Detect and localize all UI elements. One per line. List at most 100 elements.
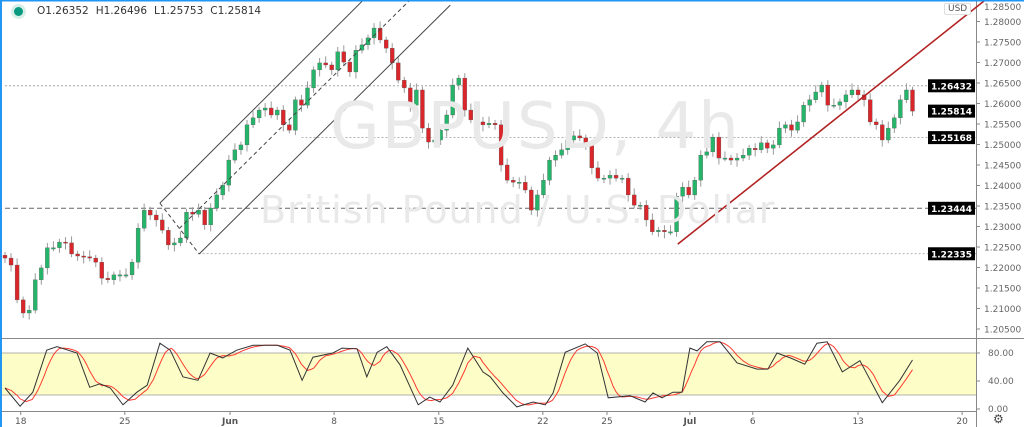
candle-up [722,157,728,160]
candle-down [329,64,334,71]
candle-down [2,255,8,259]
price-label: 1.23444 [931,205,972,215]
accent-left-border [0,0,2,427]
candle-down [868,99,873,123]
candle-down [632,194,637,206]
candle-up [843,94,849,103]
candle-up [172,242,177,246]
candle-up [184,211,189,239]
candle-down [462,77,467,111]
candle-down [595,167,601,179]
ohlc-legend: O1.26352 H1.26496 L1.25753 C1.25814 [14,5,268,17]
candle-up [571,135,576,141]
price-tick-label: 1.25000 [984,141,1021,151]
price-tick-label: 1.27000 [984,59,1021,69]
price-tick-label: 1.26000 [984,100,1021,110]
candle-down [662,230,667,232]
candle-up [371,27,377,39]
candle-up [39,267,44,280]
candle-up [365,37,371,46]
candle-down [498,124,504,166]
candle-down [874,121,879,125]
candle-up [244,124,250,146]
candle-up [27,309,32,314]
candle-up [783,124,788,129]
oscillator-tick-label: 40.00 [988,377,1014,387]
candle-down [69,242,74,255]
candle-up [311,69,316,89]
candle-up [359,44,365,51]
gear-icon[interactable]: ⚙ [993,412,1004,426]
candle-up [256,109,262,118]
candle-down [323,62,328,66]
candle-up [601,177,607,180]
uptrend-line [677,0,986,245]
candle-up [275,109,280,116]
time-tick-label: 6 [750,417,756,427]
candle-down [148,209,153,216]
candle-up [33,279,38,311]
time-tick-label: 8 [331,417,337,427]
candle-down [20,299,26,314]
price-label: 1.22335 [931,250,972,260]
candle-down [99,262,104,279]
price-tick-label: 1.23500 [984,203,1021,213]
candle-up [414,89,419,106]
candle-down [383,39,389,49]
candle-up [178,237,183,244]
candle-down [504,164,510,181]
candle-up [214,194,219,209]
price-label: 1.25814 [931,108,972,118]
price-tick-label: 1.27500 [984,39,1021,49]
candle-down [190,211,195,215]
candle-up [710,136,715,153]
candle-down [644,205,649,221]
candle-up [607,175,613,179]
candle-up [317,62,322,71]
time-tick-label: 13 [852,417,863,427]
candle-down [480,121,486,125]
candle-down [93,257,98,263]
candle-down [420,89,425,129]
candle-down [377,27,383,41]
candle-up [674,196,679,232]
candle-down [474,119,480,123]
candle-down [426,127,431,143]
currency-label[interactable]: USD [944,3,972,15]
candle-down [14,264,20,301]
price-tick-label: 1.25500 [984,121,1021,131]
channel-middle-line [178,0,411,229]
price-tick-label: 1.22000 [984,264,1021,274]
candle-up [692,180,697,196]
candle-up [335,51,340,71]
price-tick-label: 1.24500 [984,162,1021,172]
stochastic-band [0,353,976,395]
candle-down [583,137,588,146]
channel-lower-line [198,4,451,255]
accent-top-border [0,0,1024,2]
candle-down [87,256,92,259]
candle-up [849,89,855,96]
candle-up [795,121,800,131]
candle-down [511,180,516,183]
candle-up [898,99,903,118]
stochastic-k-line [4,341,913,408]
candle-down [166,230,171,246]
price-label: 1.26432 [931,82,972,92]
candle-up [638,205,643,207]
time-tick-label: 25 [601,417,612,427]
candle-up [123,274,129,277]
candle-up [819,84,824,93]
time-tick-label: Jun [221,417,238,427]
candle-down [202,209,207,226]
candle-down [825,84,830,106]
candle-up [456,77,461,86]
candle-up [111,274,117,280]
candle-up [196,209,201,215]
price-label: 1.25168 [931,134,972,144]
candle-up [353,50,359,73]
price-label-box [928,247,975,261]
price-label-box [928,131,975,145]
time-tick-label: 22 [537,417,548,427]
